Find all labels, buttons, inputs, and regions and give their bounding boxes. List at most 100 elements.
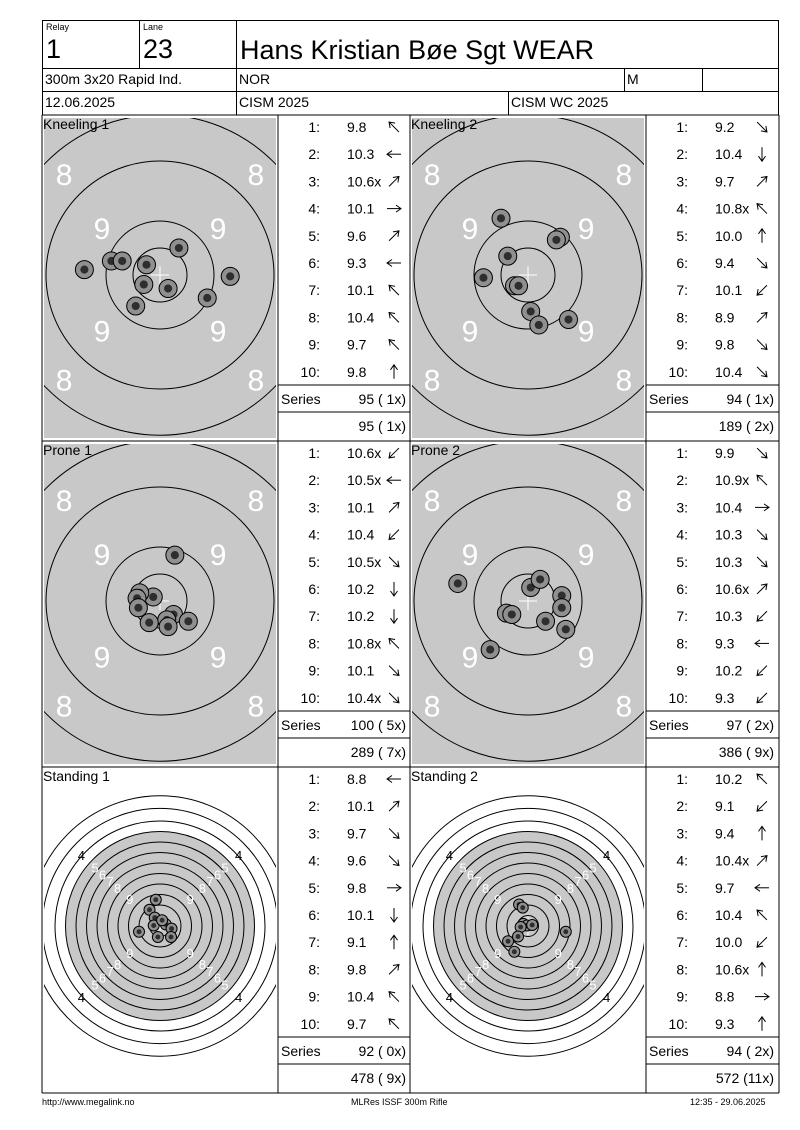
competition-cell: CISM 2025 [236, 91, 508, 115]
direction-arrow [756, 366, 768, 378]
shot-hole-center [153, 897, 159, 903]
ring-number: 9 [578, 316, 595, 349]
direction-arrow [388, 665, 400, 676]
direction-arrow [388, 991, 400, 1002]
series-total: 92 ( 0x) [359, 1043, 406, 1059]
cumulative-total: 95 ( 1x) [359, 418, 406, 434]
shot-value: 9.4 [715, 255, 735, 271]
shot-value: 10.6x [715, 961, 749, 977]
series-title: Prone 2 [411, 442, 460, 458]
arrow-head [760, 261, 768, 269]
blank-cell [702, 68, 779, 91]
gender: M [627, 71, 639, 87]
shot-hole-center [203, 293, 212, 303]
arrow-head [760, 175, 768, 183]
shot-value: 10.6x [715, 581, 749, 597]
shot-number: 10: [301, 1016, 320, 1032]
direction-arrow [388, 230, 400, 242]
arrow-head [388, 339, 396, 346]
shot-number: 10: [301, 690, 320, 706]
shot-number: 10: [301, 364, 320, 380]
lane-label: Lane [143, 22, 164, 32]
ring-number: 8 [616, 485, 633, 518]
shot-value: 10.4 [715, 907, 742, 923]
target-face: 4 44 45 55 56 66 67 77 78 88 89 99 9 [412, 770, 644, 1090]
shot-hole-center [80, 265, 89, 274]
arrow-head [392, 501, 400, 509]
score-ring [128, 894, 192, 958]
shot-hole-center [515, 934, 521, 939]
score-ring [443, 841, 613, 1011]
shot-value: 9.7 [347, 825, 367, 841]
ring-number: 7 [474, 964, 481, 979]
ring-number: 8 [56, 364, 73, 397]
shot-number: 9: [676, 989, 688, 1005]
shot-hole-center [145, 618, 154, 627]
series-label: Series [281, 717, 321, 733]
lane-number: 23 [143, 34, 174, 64]
ring-number: 8 [114, 957, 121, 972]
event-cell: 300m 3x20 Rapid Ind. [42, 68, 236, 91]
shot-hole-center [118, 256, 127, 266]
shot-hole-center [479, 273, 488, 282]
relay-number: 1 [46, 34, 62, 64]
arrow-head [388, 451, 396, 459]
shooter-name-cell: Hans Kristian Bøe Sgt WEAR [236, 20, 779, 68]
ring-number: 9 [94, 316, 111, 349]
ring-number: 6 [99, 867, 106, 882]
shot-value: 10.0 [715, 228, 742, 244]
arrow-head [388, 121, 396, 129]
shot-number: 6: [308, 581, 320, 597]
shot-hole-center [136, 929, 142, 935]
shot-value: 9.6 [347, 853, 367, 869]
shot-hole-center [152, 915, 158, 921]
shot-hole-center [139, 280, 148, 289]
ring-number: 5 [221, 860, 228, 875]
score-ring [413, 486, 643, 716]
nation: NOR [239, 71, 271, 87]
ring-number: 9 [462, 316, 479, 349]
arrow-head [390, 916, 398, 923]
direction-arrow [756, 692, 768, 704]
series-title: Kneeling 2 [411, 116, 477, 132]
shot-number: 1: [308, 119, 320, 135]
series-label: Series [649, 717, 689, 733]
shot-number: 4: [308, 527, 320, 543]
shot-number: 8: [676, 961, 688, 977]
header-table: Relay 1 Lane 23 Hans Kristian Bøe Sgt WE… [42, 20, 779, 115]
ring-number: 4 [235, 990, 242, 1005]
ring-number: 8 [424, 690, 441, 723]
ring-number: 7 [206, 964, 213, 979]
shot-hole-center [534, 320, 543, 330]
score-ring [473, 220, 583, 330]
shot-hole-center [564, 315, 573, 324]
shot-number: 1: [308, 771, 320, 787]
shot-number: 6: [308, 907, 320, 923]
shot-value: 10.8x [715, 201, 749, 217]
score-ring [96, 862, 224, 990]
shot-value: 10.0 [715, 934, 742, 950]
competition-2: CISM WC 2025 [511, 94, 609, 110]
direction-arrow [388, 176, 400, 187]
shot-number: 6: [676, 581, 688, 597]
footer-website[interactable]: http://www.megalink.no [42, 1097, 135, 1107]
shot-hole-center [552, 235, 561, 244]
shot-hole-center [541, 617, 550, 626]
ring-number: 9 [494, 946, 501, 961]
shot-value: 10.1 [347, 201, 374, 217]
target-face: 8 88 89 99 9 [44, 444, 276, 764]
arrow-head [760, 451, 768, 459]
score-ring [132, 247, 188, 303]
shot-hole-center [159, 917, 165, 923]
shot-hole-center [503, 252, 512, 261]
shot-hole-center [526, 583, 535, 592]
arrow-head [763, 503, 770, 512]
ring-number: 8 [114, 881, 121, 896]
shot-value: 10.2 [715, 663, 742, 679]
series-label: Series [281, 1043, 321, 1059]
shot-number: 4: [676, 201, 688, 217]
ring-number: 8 [199, 881, 206, 896]
shot-value: 10.4x [715, 853, 749, 869]
cumulative-total: 572 (11x) [716, 1070, 774, 1086]
shot-value: 10.3 [347, 146, 374, 162]
